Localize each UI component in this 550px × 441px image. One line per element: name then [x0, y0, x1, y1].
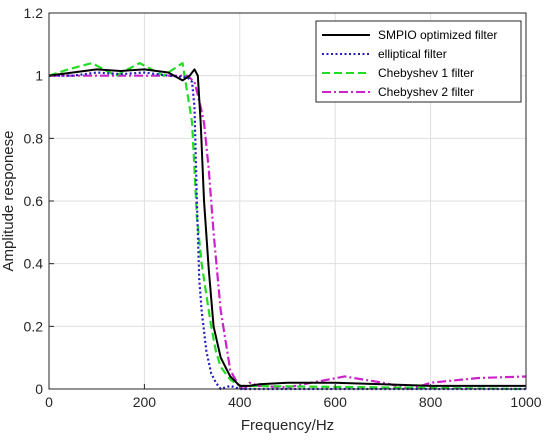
y-tick-label: 0 — [35, 381, 43, 397]
series-line — [49, 74, 527, 391]
y-tick-label: 0.6 — [24, 193, 44, 209]
x-tick-label: 1000 — [510, 394, 541, 410]
grid — [48, 12, 527, 390]
y-tick-label: 0.4 — [24, 256, 44, 272]
x-tick-label: 0 — [45, 394, 53, 410]
legend: SMPIO optimized filter elliptical filter C… — [315, 20, 522, 103]
legend-label: SMPIO optimized filter — [378, 28, 497, 42]
legend-label: Chebyshev 2 filter — [378, 85, 474, 99]
y-axis-label: Amplitude responese — [0, 131, 17, 272]
x-tick-label: 400 — [228, 394, 252, 410]
y-tick-label: 0.2 — [24, 318, 44, 334]
legend-label: Chebyshev 1 filter — [378, 66, 474, 80]
series-line — [48, 68, 526, 387]
x-tick-label: 800 — [419, 394, 443, 410]
y-tick-label: 0.8 — [24, 130, 44, 146]
x-tick-label: 600 — [324, 394, 348, 410]
y-tick-label: 1 — [35, 68, 43, 84]
axis-ticks: 0 200 400 600 800 1000 0 0.2 0.4 0.6 0.8 1 1.2 — [24, 5, 542, 410]
legend-label: elliptical filter — [378, 47, 447, 61]
x-axis-label: Frequency/Hz — [241, 417, 334, 434]
x-tick-label: 200 — [133, 394, 157, 410]
y-tick-label: 1.2 — [24, 5, 44, 21]
